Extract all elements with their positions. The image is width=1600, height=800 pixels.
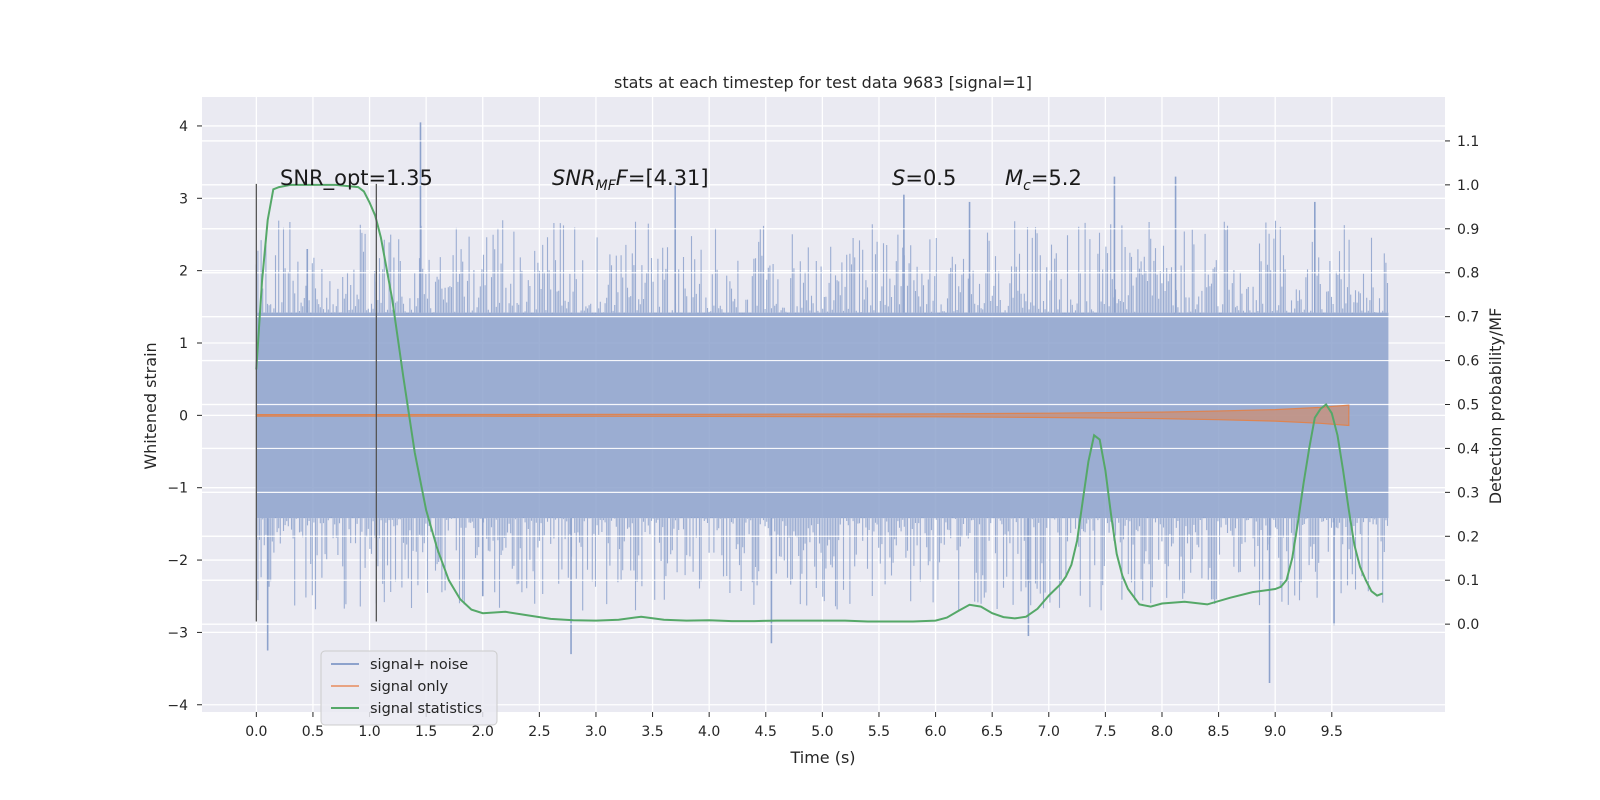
y-right-tick-label: 0.5 (1457, 398, 1479, 414)
grid-lines-overlay (202, 140, 1445, 625)
legend-box (320, 650, 498, 726)
x-tick-label: 1.5 (415, 724, 437, 740)
annotations: SNR_opt=1.35 SNRMFF=[4.31] S=0.5 Mc=5.2 (280, 166, 1082, 194)
chart-title: stats at each timestep for test data 968… (614, 73, 1032, 92)
y-right-tick-label: 0.9 (1457, 222, 1479, 238)
x-tick-label: 8.0 (1151, 724, 1173, 740)
y-left-tick-label: −1 (167, 481, 188, 497)
y-right-tick-label: 0.0 (1457, 617, 1479, 633)
x-tick-label: 9.5 (1321, 724, 1343, 740)
y-right-tick-label: 0.7 (1457, 310, 1479, 326)
x-tick-label: 3.5 (641, 724, 663, 740)
y-right-tick-label: 0.3 (1457, 485, 1479, 501)
x-tick-label: 9.0 (1264, 724, 1286, 740)
y-left-axis-label: Whitened strain (141, 342, 160, 469)
y-right-tick-label: 0.1 (1457, 573, 1479, 589)
y-left-tick-label: 2 (179, 264, 188, 280)
y-right-tick-label: 1.1 (1457, 134, 1479, 150)
x-tick-label: 3.0 (585, 724, 607, 740)
y-left-tick-label: −2 (167, 553, 188, 569)
y-left-tick-label: 1 (179, 336, 188, 352)
annotation-snr-opt: SNR_opt=1.35 (280, 166, 433, 191)
legend-label-signal-noise: signal+ noise (370, 657, 468, 673)
annotation-s: S=0.5 (892, 166, 956, 190)
annotation-mc: Mc=5.2 (1005, 166, 1082, 194)
x-tick-label: 2.5 (528, 724, 550, 740)
y-right-tick-label: 1.0 (1457, 178, 1479, 194)
x-tick-label: 8.5 (1207, 724, 1229, 740)
annotation-snr-mf-value: =[4.31] (628, 166, 709, 190)
signal-only-line (255, 404, 1350, 427)
x-tick-label: 2.0 (472, 724, 494, 740)
y-right-tick-label: 0.4 (1457, 441, 1479, 457)
annotation-s-value: =0.5 (905, 166, 956, 190)
y-right-tick-label: 0.2 (1457, 529, 1479, 545)
x-tick-label: 6.0 (924, 724, 946, 740)
y-left-tick-label: 0 (179, 408, 188, 424)
annotation-mc-base: M (1005, 166, 1023, 190)
x-tick-label: 4.5 (755, 724, 777, 740)
signal-statistics-line (255, 183, 1384, 623)
y-left-axis-ticks: 4 3 2 1 0 −1 −2 −3 −4 (167, 119, 202, 714)
y-left-tick-label: 3 (179, 191, 188, 207)
annotation-snr-mf-sub: MF (596, 178, 617, 194)
x-tick-label: 4.0 (698, 724, 720, 740)
x-axis-ticks: 0.0 0.5 1.0 1.5 2.0 2.5 3.0 3.5 4.0 4.5 5.0 5.5 6.0 6… (245, 712, 1343, 740)
annotation-snr-mf-f: F (616, 166, 629, 190)
vertical-markers (255, 183, 377, 622)
y-right-axis-ticks: 1.1 1.0 0.9 0.8 0.7 0.6 0.5 0.4 0.3 0.2 0.1 0.0 (1445, 134, 1479, 633)
x-tick-label: 5.0 (811, 724, 833, 740)
legend: signal+ noise signal only signal statist… (320, 650, 498, 726)
x-tick-label: 0.5 (302, 724, 324, 740)
x-tick-label: 5.5 (868, 724, 890, 740)
annotation-snr-mf: SNRMFF=[4.31] (552, 166, 709, 194)
annotation-s-base: S (892, 166, 905, 190)
y-right-tick-label: 0.6 (1457, 354, 1479, 370)
annotation-mc-value: =5.2 (1031, 166, 1082, 190)
x-axis-label: Time (s) (789, 748, 855, 767)
x-tick-label: 0.0 (245, 724, 267, 740)
x-tick-label: 1.0 (358, 724, 380, 740)
y-left-tick-label: −3 (167, 625, 188, 641)
x-tick-label: 7.5 (1094, 724, 1116, 740)
annotation-snr-mf-base: SNR (552, 166, 596, 190)
y-right-tick-label: 0.8 (1457, 266, 1479, 282)
x-tick-label: 6.5 (981, 724, 1003, 740)
x-tick-label: 7.0 (1038, 724, 1060, 740)
annotation-mc-sub: c (1023, 178, 1031, 194)
y-left-tick-label: −4 (167, 698, 188, 714)
y-right-axis-label: Detection probability/MF (1486, 308, 1505, 505)
y-left-tick-label: 4 (179, 119, 188, 135)
legend-label-signal-statistics: signal statistics (370, 701, 482, 717)
legend-label-signal-only: signal only (370, 679, 449, 695)
